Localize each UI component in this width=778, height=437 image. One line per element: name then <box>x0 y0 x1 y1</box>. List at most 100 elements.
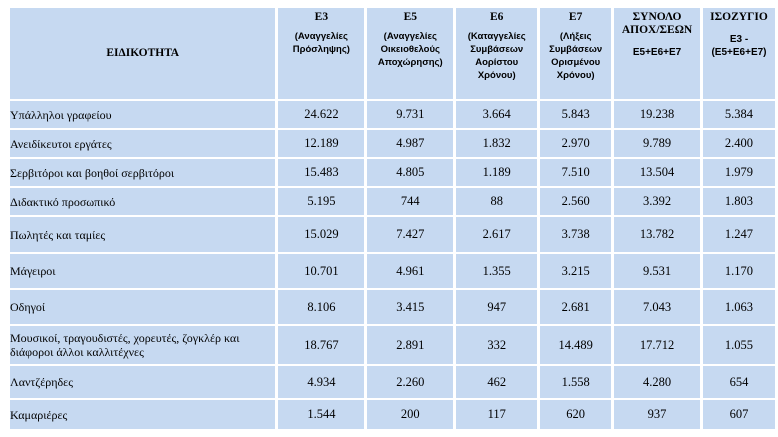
specialty-cell: Μουσικοί, τραγουδιστές, χορευτές, ζογκλέ… <box>10 326 276 364</box>
specialty-cell: Λαντζέρηδες <box>10 366 276 398</box>
table-row: Πωλητές και ταμίες 15.029 7.427 2.617 3.… <box>10 217 775 252</box>
balance-cell: 607 <box>702 400 775 429</box>
total-formula: Ε5+Ε6+Ε7 <box>632 47 682 58</box>
table-row: Υπάλληλοι γραφείου 24.622 9.731 3.664 5.… <box>10 101 775 128</box>
specialty-cell: Ανειδίκευτοι εργάτες <box>10 130 276 157</box>
balance-formula: Ε3 - (Ε5+Ε6+Ε7) <box>711 34 767 58</box>
e5-cell: 7.427 <box>367 217 454 252</box>
total-header: ΣΥΝΟΛΟ ΑΠΟΧ/ΣΕΩΝ Ε5+Ε6+Ε7 <box>614 8 700 99</box>
e3-cell: 18.767 <box>278 326 365 364</box>
e5-desc: (Αναγγελίες Οικειοθελούς Αποχώρησης) <box>377 31 443 68</box>
specialty-cell: Σερβιτόροι και βοηθοί σερβιτόροι <box>10 159 276 186</box>
e3-cell: 12.189 <box>278 130 365 157</box>
table-row: Σερβιτόροι και βοηθοί σερβιτόροι 15.483 … <box>10 159 775 186</box>
e6-cell: 88 <box>456 188 538 215</box>
e7-cell: 620 <box>540 400 612 429</box>
e6-cell: 117 <box>456 400 538 429</box>
e3-cell: 15.029 <box>278 217 365 252</box>
table-row: Μάγειροι 10.701 4.961 1.355 3.215 9.531 … <box>10 254 775 288</box>
e6-cell: 1.189 <box>456 159 538 186</box>
e3-cell: 4.934 <box>278 366 365 398</box>
e6-cell: 332 <box>456 326 538 364</box>
total-cell: 9.789 <box>614 130 700 157</box>
table-row: Καμαριέρες 1.544 200 117 620 937 607 <box>10 400 775 429</box>
e3-cell: 8.106 <box>278 290 365 324</box>
specialty-cell: Μάγειροι <box>10 254 276 288</box>
e3-header: Ε3 (Αναγγελίες Πρόσληψης) <box>278 8 365 99</box>
total-cell: 937 <box>614 400 700 429</box>
e3-desc: (Αναγγελίες Πρόσληψης) <box>292 31 350 55</box>
e7-header: Ε7 (Λήξεις Συμβάσεων Ορισμένου Χρόνου) <box>540 8 612 99</box>
e5-code: Ε5 <box>403 11 417 23</box>
specialty-cell: Υπάλληλοι γραφείου <box>10 101 276 128</box>
balance-cell: 5.384 <box>702 101 775 128</box>
e7-cell: 14.489 <box>540 326 612 364</box>
e7-code: Ε7 <box>568 11 583 23</box>
e6-cell: 3.664 <box>456 101 538 128</box>
total-cell: 13.782 <box>614 217 700 252</box>
total-cell: 17.712 <box>614 326 700 364</box>
e3-cell: 5.195 <box>278 188 365 215</box>
e5-header: Ε5 (Αναγγελίες Οικειοθελούς Αποχώρησης) <box>367 8 454 99</box>
balance-cell: 1.170 <box>702 254 775 288</box>
specialty-cell: Διδακτικό προσωπικό <box>10 188 276 215</box>
e7-desc: (Λήξεις Συμβάσεων Ορισμένου Χρόνου) <box>549 31 603 81</box>
table-row: Διδακτικό προσωπικό 5.195 744 88 2.560 3… <box>10 188 775 215</box>
specialty-header: ΕΙΔΙΚΟΤΗΤΑ <box>10 8 276 99</box>
e3-cell: 1.544 <box>278 400 365 429</box>
e5-cell: 4.987 <box>367 130 454 157</box>
e3-code: Ε3 <box>314 11 329 23</box>
e5-cell: 3.415 <box>367 290 454 324</box>
e5-cell: 2.891 <box>367 326 454 364</box>
e6-cell: 2.617 <box>456 217 538 252</box>
e5-cell: 200 <box>367 400 454 429</box>
e5-cell: 2.260 <box>367 366 454 398</box>
e3-cell: 15.483 <box>278 159 365 186</box>
balance-cell: 1.247 <box>702 217 775 252</box>
balance-cell: 1.063 <box>702 290 775 324</box>
balance-header: ΙΣΟΖΥΓΙΟ Ε3 - (Ε5+Ε6+Ε7) <box>702 8 775 99</box>
e6-cell: 1.832 <box>456 130 538 157</box>
balance-cell: 1.055 <box>702 326 775 364</box>
e6-cell: 462 <box>456 366 538 398</box>
e7-cell: 5.843 <box>540 101 612 128</box>
total-cell: 7.043 <box>614 290 700 324</box>
employment-flows-table: ΕΙΔΙΚΟΤΗΤΑ Ε3 (Αναγγελίες Πρόσληψης) Ε5 (Α… <box>7 6 778 431</box>
e7-cell: 2.681 <box>540 290 612 324</box>
total-cell: 4.280 <box>614 366 700 398</box>
total-cell: 9.531 <box>614 254 700 288</box>
e5-cell: 4.805 <box>367 159 454 186</box>
specialty-cell: Καμαριέρες <box>10 400 276 429</box>
total-cell: 19.238 <box>614 101 700 128</box>
header-row: ΕΙΔΙΚΟΤΗΤΑ Ε3 (Αναγγελίες Πρόσληψης) Ε5 (Α… <box>10 8 775 99</box>
balance-cell: 2.400 <box>702 130 775 157</box>
balance-cell: 654 <box>702 366 775 398</box>
table-row: Ανειδίκευτοι εργάτες 12.189 4.987 1.832 … <box>10 130 775 157</box>
e7-cell: 2.560 <box>540 188 612 215</box>
table-row: Οδηγοί 8.106 3.415 947 2.681 7.043 1.063 <box>10 290 775 324</box>
table-row: Μουσικοί, τραγουδιστές, χορευτές, ζογκλέ… <box>10 326 775 364</box>
e6-header: Ε6 (Καταγγελίες Συμβάσεων Αορίστου Χρόνου… <box>456 8 538 99</box>
e3-cell: 10.701 <box>278 254 365 288</box>
specialty-cell: Πωλητές και ταμίες <box>10 217 276 252</box>
total-title: ΣΥΝΟΛΟ ΑΠΟΧ/ΣΕΩΝ <box>621 11 693 36</box>
e6-cell: 947 <box>456 290 538 324</box>
e7-cell: 1.558 <box>540 366 612 398</box>
balance-cell: 1.979 <box>702 159 775 186</box>
specialty-cell: Οδηγοί <box>10 290 276 324</box>
e7-cell: 3.215 <box>540 254 612 288</box>
total-cell: 13.504 <box>614 159 700 186</box>
total-cell: 3.392 <box>614 188 700 215</box>
e3-cell: 24.622 <box>278 101 365 128</box>
table-row: Λαντζέρηδες 4.934 2.260 462 1.558 4.280 … <box>10 366 775 398</box>
balance-cell: 1.803 <box>702 188 775 215</box>
e6-desc: (Καταγγελίες Συμβάσεων Αορίστου Χρόνου) <box>467 31 526 81</box>
e7-cell: 2.970 <box>540 130 612 157</box>
e6-code: Ε6 <box>490 11 504 23</box>
e7-cell: 7.510 <box>540 159 612 186</box>
e5-cell: 9.731 <box>367 101 454 128</box>
e5-cell: 744 <box>367 188 454 215</box>
e7-cell: 3.738 <box>540 217 612 252</box>
e6-cell: 1.355 <box>456 254 538 288</box>
e5-cell: 4.961 <box>367 254 454 288</box>
